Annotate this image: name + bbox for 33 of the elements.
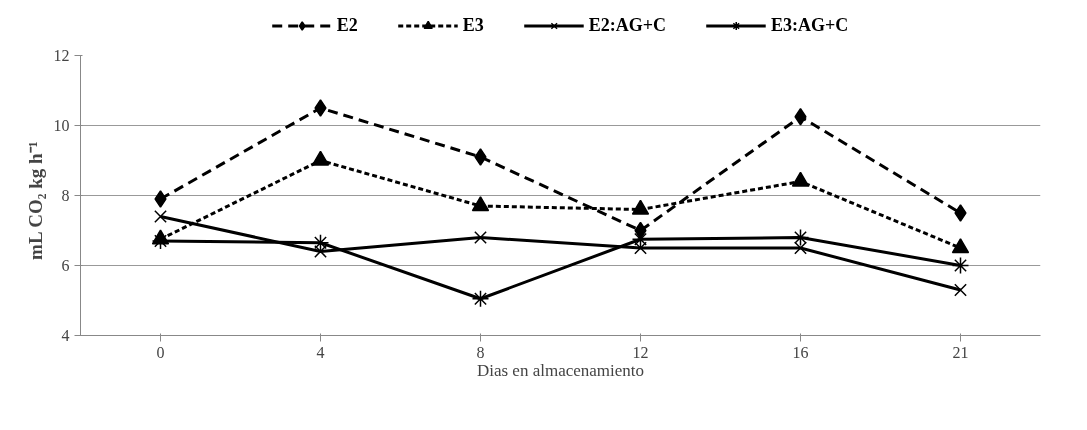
x-tick-label: 0 xyxy=(156,343,165,361)
y-tick-label: 10 xyxy=(53,117,70,134)
x-axis-title: Dias en almacenamiento xyxy=(476,360,645,380)
point xyxy=(791,228,810,247)
point xyxy=(154,190,167,208)
legend-label: E2 xyxy=(336,14,358,36)
point xyxy=(951,256,970,275)
point xyxy=(794,241,807,255)
point xyxy=(314,99,327,117)
point xyxy=(474,148,487,166)
x-tick-label: 8 xyxy=(476,343,485,361)
point xyxy=(634,241,647,255)
x-tick-label: 21 xyxy=(952,343,969,361)
y-tick-label: 12 xyxy=(53,47,70,64)
point xyxy=(954,204,967,222)
legend-label: E3:AG+C xyxy=(771,14,849,36)
point xyxy=(954,283,967,297)
point xyxy=(471,196,490,212)
point xyxy=(471,290,490,308)
y-axis-title: mL CO₂ kg h⁻¹ xyxy=(24,141,46,260)
point xyxy=(154,210,167,223)
legend-label: E3 xyxy=(462,14,484,36)
point xyxy=(794,108,807,126)
x-tick-label: 16 xyxy=(792,343,809,361)
y-tick-label: 8 xyxy=(61,187,70,204)
legend-label: E2:AG+C xyxy=(588,14,667,36)
point xyxy=(951,238,970,254)
point xyxy=(314,245,327,258)
point xyxy=(474,231,487,244)
x-tick-label: 4 xyxy=(316,343,325,361)
y-tick-label: 4 xyxy=(61,327,70,344)
x-tick-label: 12 xyxy=(632,343,649,361)
y-tick-label: 6 xyxy=(61,257,70,274)
